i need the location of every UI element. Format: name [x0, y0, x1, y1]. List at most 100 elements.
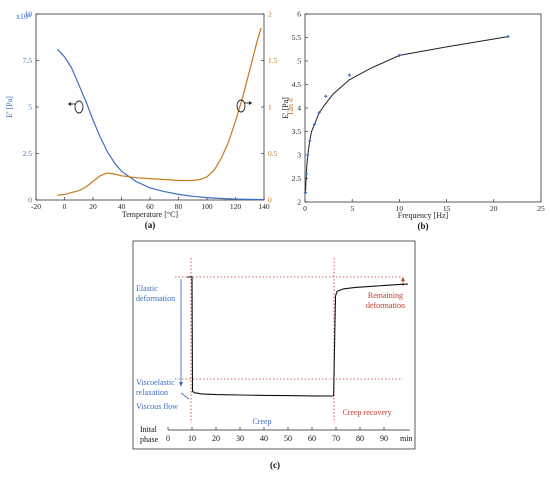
panel-b-data-point	[308, 139, 312, 143]
panel-b-y-ticks: 2 2.5 3 3.5 4 4.5 5 5.5 6	[292, 10, 308, 207]
panel-b-data-point	[303, 191, 308, 195]
panel-c: Elastic deformation Viscoelastic relaxat…	[132, 240, 416, 450]
panel-a-x-tick-label: 140	[258, 202, 270, 211]
panel-c-viscous-label: Viscous flow	[136, 402, 178, 411]
panel-a-y-tick-label-right: 1.5	[268, 56, 278, 65]
panel-c-x-tick-label: 80	[356, 434, 364, 443]
panel-b-y-tick-label: 3.5	[292, 127, 302, 136]
panel-b-x-ticks: 0 5 10 15 20 25	[303, 199, 545, 213]
panel-b-data-point	[304, 172, 309, 176]
panel-a-y-tick-label-left: 5	[28, 103, 32, 112]
panel-b-y-tick-label: 2	[297, 198, 301, 207]
panel-a-right-arrowhead	[249, 101, 252, 105]
panel-c-x-tick-label: 30	[236, 434, 244, 443]
panel-c-x-tick-label: 20	[212, 434, 220, 443]
panel-a-y-tick-label-right: 0.5	[268, 149, 278, 158]
panel-a-y-label-right: Tan δ	[286, 98, 295, 116]
panel-a: x10⁸ -20 0 20 40 60 80 100 120 140 02.557.510 00…	[5, 10, 295, 231]
panel-a-right-axis-indicator-circle	[236, 99, 246, 113]
panel-b-y-tick-label: 5.5	[292, 33, 302, 42]
panel-c-viscoelastic-line2: relaxation	[136, 388, 168, 397]
panel-a-x-label: Temperature [°C]	[122, 210, 179, 219]
panel-b-x-tick-label: 5	[350, 204, 354, 213]
panel-c-x-tick-label: 60	[308, 434, 316, 443]
panel-c-remaining-line1: Remaining	[368, 291, 403, 300]
panel-c-x-tick-label: 10	[188, 434, 196, 443]
panel-c-frame	[132, 240, 416, 450]
panel-c-viscous-pointer	[180, 392, 190, 400]
panel-c-viscoelastic-line1: Viscoelastic	[136, 378, 175, 387]
panel-c-viscoelastic-label: Viscoelastic relaxation	[136, 378, 177, 397]
panel-c-label: (c)	[270, 460, 280, 470]
panel-b-data-point	[397, 53, 401, 57]
panel-b-x-tick-label: 20	[490, 204, 498, 213]
panel-c-recovery-curve	[333, 283, 409, 397]
panel-b-y-tick-label: 6	[297, 10, 301, 19]
panel-a-y-ticks-right: 0 0.5 1 1.5 2	[261, 10, 278, 205]
panel-c-x-ticks: 0 10 20 30 40 50 60 70 80 90 min	[166, 427, 412, 443]
panel-c-remaining-label: Remaining deformation	[366, 291, 405, 310]
panel-a-tan-delta-line	[57, 27, 262, 196]
panel-c-initial-phase-label: Inital phase	[140, 425, 159, 444]
panel-b-data-point	[306, 153, 310, 157]
panel-b-markers	[303, 34, 510, 195]
panel-b-x-label: Frequency [Hz]	[398, 211, 449, 220]
panel-c-x-tick-label: 0	[166, 434, 170, 443]
panel-b-data-point	[506, 34, 510, 39]
panel-a-exponent: x10⁸	[16, 12, 31, 21]
panel-c-x-tick-label: 90	[380, 434, 388, 443]
panel-c-creep-recovery-label: Creep recovery	[342, 408, 391, 417]
panel-a-y-tick-label-right: 0	[268, 196, 272, 205]
panel-a-left-axis-indicator-circle	[74, 100, 84, 114]
panel-c-x-tick-label: 50	[284, 434, 292, 443]
panel-a-frame	[35, 13, 265, 201]
panel-a-y-tick-label-right: 2	[268, 10, 272, 19]
panel-b-y-tick-label: 4.5	[292, 80, 302, 89]
panel-c-elastic-label: Elastic deformation	[136, 284, 175, 303]
panel-b-x-tick-label: 25	[537, 204, 545, 213]
panel-b: 0 5 10 15 20 25 2 2.5 3 3.5 4 4.5 5 5.5 6 Frequency […	[281, 10, 545, 232]
panel-a-x-tick-label: 80	[175, 202, 183, 211]
panel-c-remaining-line2: deformation	[366, 301, 405, 310]
panel-b-x-tick-label: 15	[443, 204, 451, 213]
panel-b-data-point	[324, 94, 328, 98]
panel-a-label: (a)	[145, 220, 156, 230]
panel-b-data-point	[317, 111, 321, 115]
panel-c-remaining-arrowhead	[401, 277, 405, 281]
panel-b-label: (b)	[418, 221, 429, 231]
panel-a-x-tick-label: 60	[146, 202, 154, 211]
panel-a-x-tick-label: 100	[201, 202, 213, 211]
panel-a-left-arrowhead	[68, 102, 71, 106]
panel-c-elastic-line1: Elastic	[136, 284, 158, 293]
panel-b-data-point	[347, 73, 351, 77]
panel-b-frame	[304, 13, 542, 203]
panel-c-creep-curve	[187, 276, 334, 397]
panel-c-initial-line2: phase	[140, 435, 159, 444]
panel-b-y-tick-label: 3	[297, 151, 301, 160]
panel-a-x-tick-label: -20	[31, 202, 41, 211]
panel-c-elastic-arrowhead	[179, 382, 183, 387]
panel-a-x-tick-label: 40	[118, 202, 126, 211]
panel-b-y-tick-label: 2.5	[292, 174, 302, 183]
panel-a-x-tick-label: 120	[230, 202, 242, 211]
panel-a-y-tick-label-left: 0	[28, 196, 32, 205]
panel-b-data-point	[312, 122, 317, 127]
panel-a-x-tick-label: 0	[63, 202, 67, 211]
panel-b-y-tick-label: 4	[297, 104, 301, 113]
panel-a-y-tick-label-left: 7.5	[23, 56, 33, 65]
panel-b-y-label: E' [Pa]	[281, 97, 290, 119]
panel-c-creep-label: Creep	[252, 417, 271, 426]
panel-a-y-tick-label-left: 2.5	[23, 149, 33, 158]
panel-b-modulus-line	[305, 36, 509, 193]
panel-a-y-label-left: E' [Pa]	[5, 96, 14, 118]
panel-a-y-ticks-left: 0 2.5 5 7.5 10	[23, 10, 39, 205]
panel-c-x-tick-label: 70	[332, 434, 340, 443]
panel-a-x-tick-label: 20	[89, 202, 97, 211]
panel-c-x-unit-label: min	[400, 434, 412, 443]
panel-a-y-tick-label-left: 10	[25, 10, 33, 19]
panel-c-elastic-line2: deformation	[136, 294, 175, 303]
panel-c-initial-line1: Inital	[140, 425, 158, 434]
panel-b-y-tick-label: 5	[297, 57, 301, 66]
panel-b-x-tick-label: 10	[396, 204, 404, 213]
